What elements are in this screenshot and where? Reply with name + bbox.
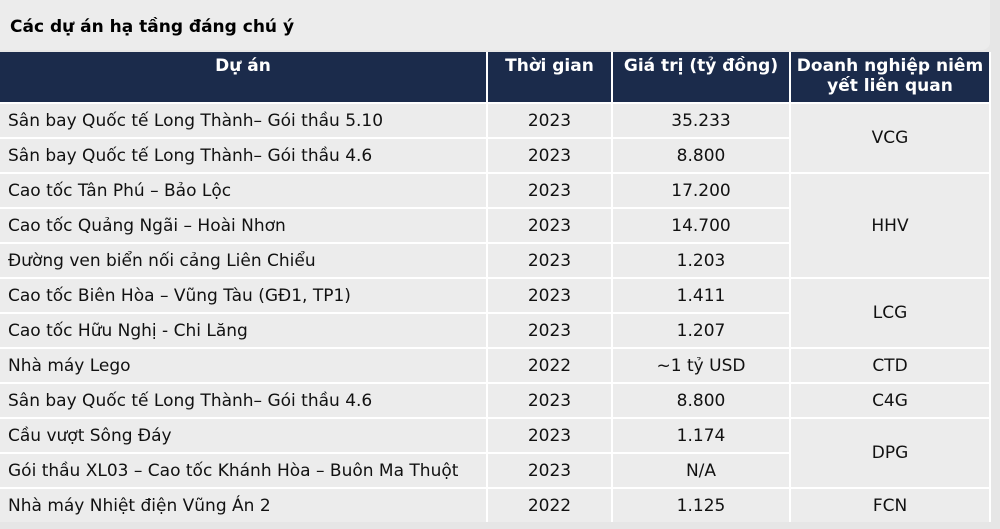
project-cell: Cao tốc Quảng Ngãi – Hoài Nhơn <box>0 207 488 243</box>
table-row: Sân bay Quốc tế Long Thành– Gói thầu 4.6… <box>0 382 991 418</box>
time-cell: 2023 <box>487 277 613 313</box>
project-cell: Cầu vượt Sông Đáy <box>0 417 488 453</box>
company-cell: FCN <box>790 487 991 522</box>
time-cell: 2023 <box>487 312 613 348</box>
company-cell: LCG <box>790 277 991 348</box>
value-cell: 14.700 <box>612 207 791 243</box>
column-header: Doanh nghiệp niêm yết liên quan <box>790 52 991 103</box>
table-row: Nhà máy Nhiệt điện Vũng Án 2 2022 1.125 FCN <box>0 487 991 522</box>
column-header-text: Giá trị (tỷ đồng) <box>623 56 779 76</box>
time-cell: 2023 <box>487 382 613 418</box>
table-row: Cao tốc Quảng Ngãi – Hoài Nhơn 2023 14.700 <box>0 207 990 243</box>
table-row: Cao tốc Hữu Nghị - Chi Lăng 2023 1.207 <box>0 312 990 348</box>
company-cell: VCG <box>790 102 991 173</box>
value-cell: 8.800 <box>612 382 791 418</box>
table-row: Sân bay Quốc tế Long Thành– Gói thầu 4.6… <box>0 137 990 173</box>
project-cell: Đường ven biển nối cảng Liên Chiểu <box>0 242 488 278</box>
time-cell: 2023 <box>487 417 613 453</box>
company-cell: HHV <box>790 172 991 278</box>
time-cell: 2023 <box>487 242 613 278</box>
table: Dự án Thời gian Giá trị (tỷ đồng) Doanh ngh… <box>0 52 991 522</box>
column-header-text: Doanh nghiệp niêm yết liên quan <box>796 56 984 96</box>
company-cell: DPG <box>790 417 991 488</box>
table-row: Cao tốc Biên Hòa – Vũng Tàu (GĐ1, TP1) 20… <box>0 277 991 348</box>
project-cell: Sân bay Quốc tế Long Thành– Gói thầu 4.6 <box>0 137 488 173</box>
project-cell: Nhà máy Nhiệt điện Vũng Án 2 <box>0 487 488 522</box>
time-cell: 2023 <box>487 102 613 138</box>
time-cell: 2023 <box>487 172 613 208</box>
project-cell: Sân bay Quốc tế Long Thành– Gói thầu 4.6 <box>0 382 488 418</box>
project-cell: Cao tốc Biên Hòa – Vũng Tàu (GĐ1, TP1) <box>0 277 488 313</box>
value-cell: ~1 tỷ USD <box>612 347 791 383</box>
project-cell: Cao tốc Hữu Nghị - Chi Lăng <box>0 312 488 348</box>
table-row: Đường ven biển nối cảng Liên Chiểu 2023 1.… <box>0 242 990 278</box>
table-row: Nhà máy Lego 2022 ~1 tỷ USD CTD <box>0 347 991 383</box>
time-cell: 2023 <box>487 137 613 173</box>
table-row: Sân bay Quốc tế Long Thành– Gói thầu 5.1… <box>0 102 991 173</box>
header-row: Dự án Thời gian Giá trị (tỷ đồng) Doanh ngh… <box>0 52 991 103</box>
value-cell: 1.125 <box>612 487 791 522</box>
time-cell: 2022 <box>487 347 613 383</box>
time-cell: 2023 <box>487 207 613 243</box>
column-header: Dự án <box>0 52 488 103</box>
table-row: Gói thầu XL03 – Cao tốc Khánh Hòa – Buôn… <box>0 452 990 488</box>
column-header-text: Dự án <box>215 56 271 76</box>
project-cell: Sân bay Quốc tế Long Thành– Gói thầu 5.1… <box>0 102 488 138</box>
time-cell: 2023 <box>487 452 613 488</box>
table-body: Sân bay Quốc tế Long Thành– Gói thầu 5.1… <box>0 102 991 522</box>
value-cell: 8.800 <box>612 137 791 173</box>
project-cell: Cao tốc Tân Phú – Bảo Lộc <box>0 172 488 208</box>
company-cell: C4G <box>790 382 991 418</box>
table-row: Cầu vượt Sông Đáy 2023 1.174 DPG <box>0 417 991 488</box>
title: Các dự án hạ tầng đáng chú ý <box>0 0 990 50</box>
value-cell: 1.174 <box>612 417 791 453</box>
column-header: Giá trị (tỷ đồng) <box>612 52 791 103</box>
value-cell: 1.207 <box>612 312 791 348</box>
time-cell: 2022 <box>487 487 613 522</box>
value-cell: 1.203 <box>612 242 791 278</box>
column-header-text: Thời gian <box>505 56 594 76</box>
column-header: Thời gian <box>487 52 613 103</box>
company-cell: CTD <box>790 347 991 383</box>
value-cell: 17.200 <box>612 172 791 208</box>
project-cell: Gói thầu XL03 – Cao tốc Khánh Hòa – Buôn… <box>0 452 488 488</box>
table-row: Cao tốc Tân Phú – Bảo Lộc 2023 17.200 HHV <box>0 172 991 278</box>
value-cell: N/A <box>612 452 791 488</box>
value-cell: 1.411 <box>612 277 791 313</box>
project-cell: Nhà máy Lego <box>0 347 488 383</box>
value-cell: 35.233 <box>612 102 791 138</box>
